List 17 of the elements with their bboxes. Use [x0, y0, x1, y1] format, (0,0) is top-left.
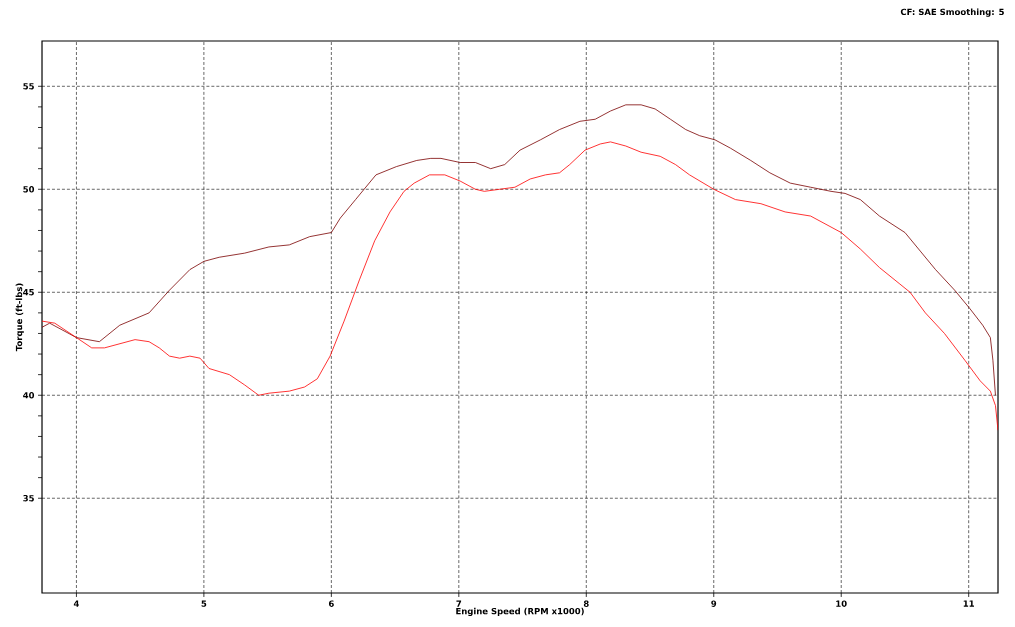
- x-tick-label: 5: [201, 600, 207, 607]
- y-tick-label: 55: [23, 83, 34, 90]
- line-series: [42, 104, 996, 396]
- text: CF: SAE Smoothing: 5: [900, 8, 1004, 17]
- y-axis-title: Torque (ft-lbs): [15, 283, 24, 352]
- y-tick-label: 50: [23, 186, 35, 193]
- y-tick-label: 35: [23, 495, 34, 502]
- x-tick-label: 4: [73, 600, 79, 607]
- x-tick-label: 9: [711, 600, 717, 607]
- x-tick-label: 8: [583, 600, 589, 607]
- x-tick-label: 7: [456, 600, 462, 607]
- x-tick-label: 11: [963, 600, 974, 607]
- y-tick-label: 45: [23, 289, 34, 296]
- y-tick-label: 40: [23, 392, 35, 399]
- x-tick-label: 10: [836, 600, 847, 607]
- x-tick-label: 6: [328, 600, 334, 607]
- x-axis-title: Engine Speed (RPM x1000): [456, 607, 584, 617]
